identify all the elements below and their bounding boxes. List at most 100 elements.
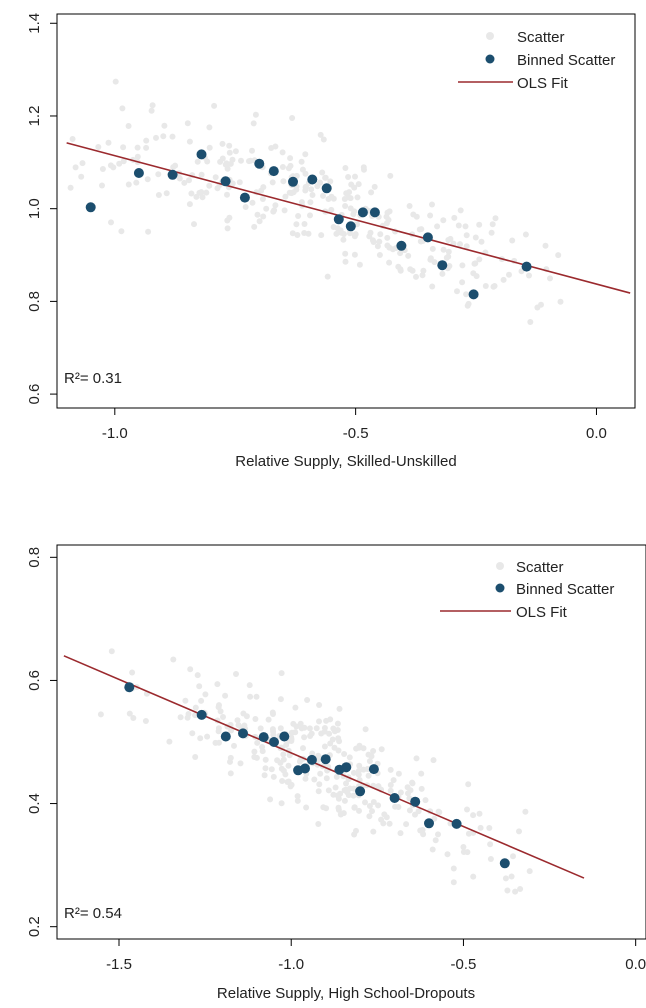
scatter-point bbox=[340, 236, 347, 243]
scatter-point bbox=[270, 208, 277, 215]
scatter-point bbox=[459, 262, 466, 269]
x-axis-label: Relative Supply, Skilled-Unskilled bbox=[235, 453, 456, 470]
y-axis: 0.6 0.8 1.0 1.2 1.4 bbox=[26, 13, 57, 405]
scatter-point bbox=[356, 762, 363, 769]
scatter-point bbox=[307, 199, 314, 206]
x-axis: -1.0 -0.5 0.0 bbox=[102, 408, 607, 442]
scatter-point bbox=[306, 725, 313, 732]
scatter-point bbox=[486, 825, 493, 831]
scatter-point bbox=[145, 228, 152, 235]
scatter-point bbox=[289, 230, 296, 237]
binned-point bbox=[133, 168, 144, 178]
scatter-point bbox=[216, 702, 222, 709]
binned-point bbox=[341, 762, 352, 773]
scatter-point bbox=[417, 238, 424, 245]
scatter-point bbox=[112, 78, 119, 85]
scatter-point bbox=[346, 189, 353, 196]
scatter-point bbox=[272, 202, 279, 209]
scatter-point bbox=[355, 181, 362, 188]
scatter-point bbox=[107, 162, 114, 169]
scatter-point bbox=[182, 697, 189, 704]
scatter-point bbox=[406, 807, 413, 814]
scatter-point bbox=[301, 221, 308, 227]
scatter-point bbox=[460, 844, 467, 850]
scatter-point bbox=[294, 793, 301, 800]
scatter-point bbox=[476, 256, 483, 263]
legend-binned-label: Binned Scatter bbox=[517, 52, 615, 69]
legend-fit-label: OLS Fit bbox=[517, 75, 569, 92]
scatter-point bbox=[220, 714, 226, 720]
scatter-point bbox=[387, 782, 394, 788]
legend-scatter-label: Scatter bbox=[516, 559, 564, 576]
scatter-point bbox=[347, 195, 354, 202]
scatter-point bbox=[463, 291, 470, 298]
x-tick-label: 0.0 bbox=[586, 425, 607, 442]
y-tick-label: 1.2 bbox=[26, 106, 43, 127]
scatter-point bbox=[222, 692, 229, 699]
scatter-point bbox=[204, 733, 211, 740]
scatter-point bbox=[472, 234, 479, 241]
scatter-point bbox=[397, 789, 404, 796]
scatter-point bbox=[395, 804, 402, 810]
scatter-point bbox=[242, 204, 249, 210]
scatter-point bbox=[353, 745, 360, 752]
binned-point bbox=[369, 207, 380, 218]
scatter-point bbox=[198, 697, 205, 704]
binned-point bbox=[220, 731, 231, 742]
binned-point bbox=[333, 214, 344, 225]
scatter-point bbox=[270, 773, 277, 780]
scatter-point bbox=[186, 177, 192, 184]
scatter-point bbox=[297, 720, 304, 727]
scatter-point bbox=[342, 203, 349, 209]
scatter-point bbox=[351, 233, 358, 240]
scatter-point bbox=[118, 228, 125, 235]
scatter-point bbox=[440, 246, 447, 253]
scatter-point bbox=[105, 139, 112, 146]
scatter-point bbox=[234, 717, 241, 724]
scatter-point bbox=[206, 144, 213, 151]
scatter-point bbox=[134, 144, 141, 151]
scatter-point bbox=[299, 166, 306, 173]
scatter-point bbox=[526, 272, 532, 279]
scatter-point bbox=[188, 190, 195, 197]
scatter-point bbox=[262, 765, 269, 772]
scatter-point bbox=[366, 758, 373, 765]
scatter-point bbox=[237, 760, 244, 767]
scatter-point bbox=[323, 775, 330, 782]
scatter-point bbox=[144, 176, 151, 183]
scatter-point bbox=[253, 693, 260, 700]
scatter-point bbox=[542, 242, 549, 249]
scatter-point bbox=[454, 288, 460, 295]
scatter-point bbox=[374, 243, 381, 250]
scatter-point bbox=[378, 746, 385, 753]
scatter-point bbox=[270, 728, 277, 735]
binned-point bbox=[357, 207, 368, 218]
scatter-point bbox=[387, 766, 394, 773]
scatter-point bbox=[197, 735, 204, 742]
scatter-point bbox=[360, 164, 367, 171]
scatter-point bbox=[155, 171, 162, 178]
scatter-point bbox=[538, 301, 544, 308]
y-tick-label: 0.6 bbox=[26, 670, 43, 691]
scatter-point bbox=[279, 164, 286, 170]
scatter-point bbox=[463, 243, 470, 250]
legend-scatter-label: Scatter bbox=[517, 29, 565, 46]
scatter-point bbox=[436, 809, 443, 816]
scatter-point bbox=[203, 189, 210, 196]
scatter-point bbox=[282, 771, 289, 778]
scatter-point bbox=[315, 788, 322, 795]
plot-frame bbox=[56, 544, 646, 940]
legend-scatter-marker bbox=[486, 32, 494, 40]
scatter-point bbox=[432, 837, 439, 844]
scatter-point bbox=[304, 697, 311, 703]
scatter-point bbox=[142, 718, 149, 724]
scatter-point bbox=[397, 830, 404, 837]
scatter-point bbox=[341, 797, 348, 804]
scatter-point bbox=[488, 229, 495, 236]
x-tick-label: -0.5 bbox=[451, 956, 477, 973]
scatter-point bbox=[267, 796, 274, 803]
scatter-point bbox=[502, 875, 509, 882]
scatter-point bbox=[440, 217, 447, 224]
scatter-point bbox=[317, 770, 324, 777]
scatter-point bbox=[334, 720, 341, 727]
